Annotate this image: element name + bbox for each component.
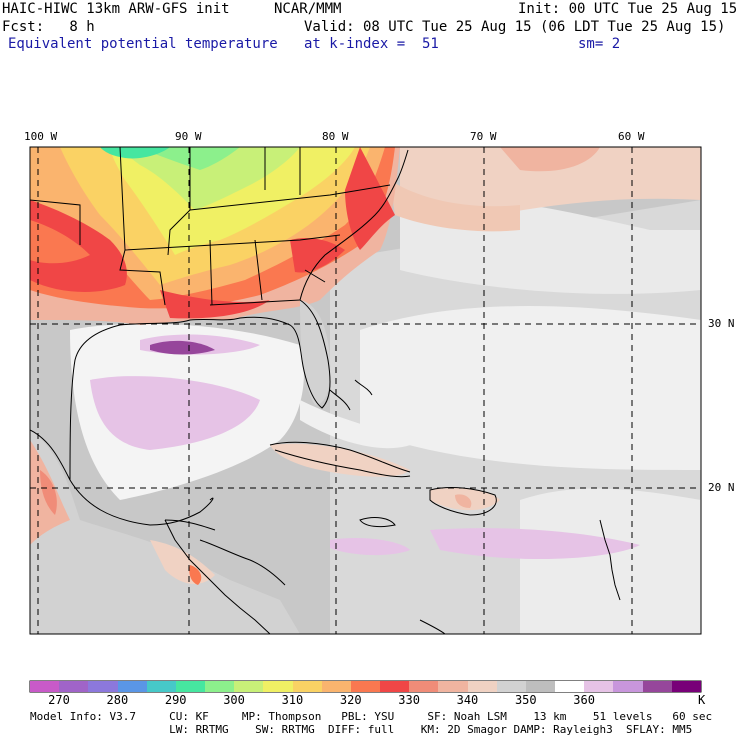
colorbar-unit: K [698,693,706,707]
colorbar-cell [292,681,323,692]
colorbar-tick-label: 290 [164,693,187,707]
colorbar-cell [496,681,527,692]
colorbar-tick-label: 310 [281,693,304,707]
colorbar-cell [234,681,264,692]
lon-label-80w: 80 W [322,130,349,143]
colorbar-tick-label: 330 [398,693,420,707]
colorbar-cell [409,681,439,692]
colorbar-tick-label: 360 [573,693,595,707]
lon-label-70w: 70 W [470,130,497,143]
lon-label-60w: 60 W [618,130,645,143]
lon-label-90w: 90 W [175,130,202,143]
theta-e-field [30,147,701,634]
model-title: HAIC-HIWC 13km ARW-GFS init [2,1,230,17]
colorbar-cell [584,681,614,692]
colorbar-cell [175,681,206,692]
lat-lon-grid [30,147,701,634]
colorbar-cell [438,681,469,692]
smoothing-label: sm= 2 [578,36,621,52]
level-index: at k-index = 51 [304,36,439,52]
colorbar-cell [525,681,556,692]
map-frame [29,146,702,635]
colorbar-cell [613,681,644,692]
colorbar-cell [555,681,585,692]
lon-label-100w: 100 W [24,130,58,143]
valid-time: Valid: 08 UTC Tue 25 Aug 15 (06 LDT Tue … [304,19,726,35]
colorbar-tick-label: 320 [339,693,362,707]
colorbar-cell [30,681,60,692]
colorbar-cell [59,681,89,692]
lat-label-20n: 20 N [708,481,735,494]
init-time: Init: 00 UTC Tue 25 Aug 15 [518,1,738,17]
colorbar-cell [467,681,498,692]
colorbar-cell [350,681,381,692]
colorbar-cell [146,681,177,692]
colorbar-tick-label: 340 [456,693,479,707]
colorbar-cell [117,681,148,692]
colorbar-cell [642,681,673,692]
colorbar-tick-label: 300 [223,693,245,707]
model-info-line1: Model Info: V3.7 CU: KF MP: Thompson PBL… [30,710,713,723]
colorbar-tick-label: 280 [106,693,129,707]
colorbar-cell [88,681,119,692]
colorbar-cell [263,681,294,692]
forecast-hour: Fcst: 8 h [2,19,95,35]
colorbar-cell [321,681,352,692]
model-info-line2: LW: RRTMG SW: RRTMG DIFF: full KM: 2D Sm… [30,723,693,736]
colorbar-tick-label: 270 [48,693,70,707]
colorbar-cell [380,681,410,692]
colorbar-cell [205,681,235,692]
colorbar-cell [671,681,702,692]
lat-label-30n: 30 N [708,317,735,330]
coastlines [30,147,621,634]
field-name: Equivalent potential temperature [8,36,278,52]
colorbar-tick-label: 350 [514,693,537,707]
org-label: NCAR/MMM [274,1,342,17]
